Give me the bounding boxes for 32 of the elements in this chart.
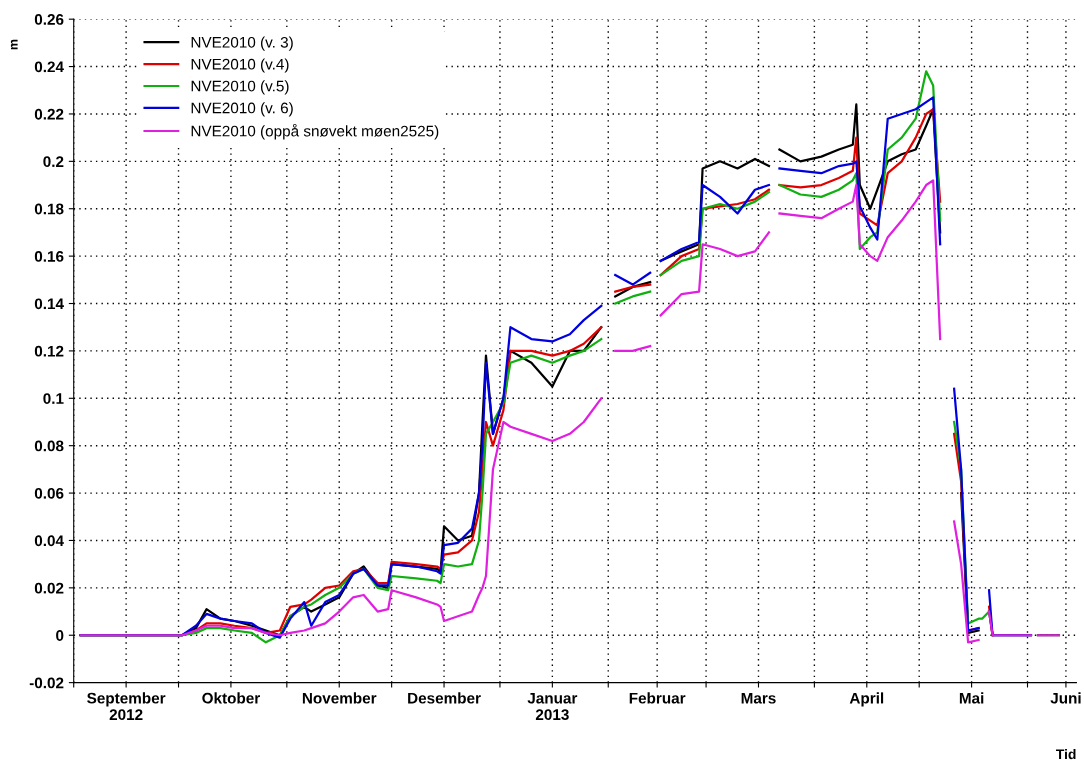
x-tick-label: Januar 2013 [527,692,578,721]
x-tick-label: November [302,692,377,704]
x-tick-label: Mai [959,692,984,704]
x-tick-label: September 2012 [87,692,166,721]
x-tick-label: April [849,692,884,707]
y-tick-label: 0.04 [34,535,64,547]
y-tick-label: 0.02 [34,582,64,594]
y-tick-label: 0 [56,630,64,641]
x-axis-title: Tid [1055,748,1076,760]
x-tick-label: Desember [408,692,481,704]
y-tick-label: 0.18 [34,203,64,215]
legend-label: NVE2010 (oppå snøvekt møen2525) [191,124,439,140]
x-tick-label: Mars [741,692,776,704]
y-tick-label: 0.2 [43,156,64,168]
y-tick-label: 0.16 [34,250,64,262]
y-tick-label: 0.08 [34,440,64,452]
legend-label: NVE2010 (v.4) [191,58,289,73]
legend-label: NVE2010 (v. 3) [191,36,293,51]
y-tick-label: -0.02 [29,677,64,689]
y-axis-title: m [10,39,18,50]
x-tick-label: Februar [629,692,686,704]
legend-label: NVE2010 (v.5) [191,80,289,95]
x-tick-label: Juni [1050,692,1081,704]
y-tick-label: 0.06 [34,487,64,499]
y-tick-label: 0.14 [34,298,64,310]
y-tick-label: 0.24 [34,61,64,73]
y-tick-label: 0.26 [34,14,64,25]
y-tick-label: 0.12 [34,345,64,357]
x-tick-label: Oktober [202,692,260,704]
y-tick-label: 0.22 [34,108,64,120]
legend-label: NVE2010 (v. 6) [191,102,293,117]
y-tick-label: 0.1 [43,393,64,404]
